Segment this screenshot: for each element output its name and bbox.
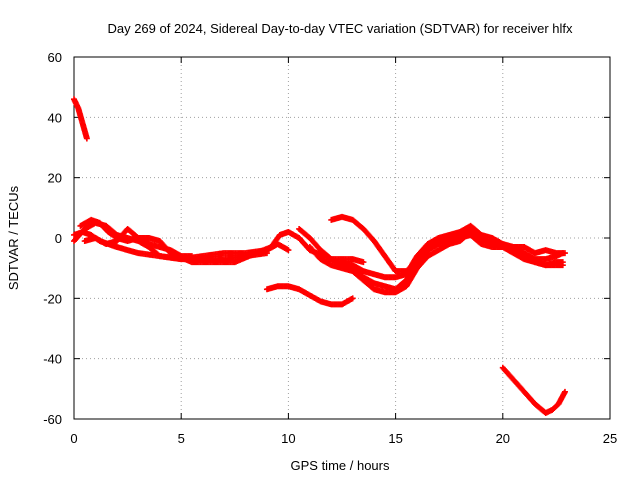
y-tick-label: 60 bbox=[48, 50, 62, 65]
series-arc-5 bbox=[81, 225, 195, 260]
x-tick-label: 15 bbox=[388, 431, 402, 446]
axis-ticks: 0 5 10 15 20 25 -60 -40 -20 0 20 40 60 bbox=[43, 50, 617, 446]
x-axis-label: GPS time / hours bbox=[291, 458, 390, 473]
y-tick-label: 0 bbox=[55, 231, 62, 246]
data-point bbox=[188, 253, 195, 260]
x-tick-label: 0 bbox=[70, 431, 77, 446]
data-points bbox=[71, 96, 568, 416]
data-point bbox=[360, 259, 367, 266]
y-axis-label: SDTVAR / TECUs bbox=[6, 185, 21, 290]
chart-title: Day 269 of 2024, Sidereal Day-to-day VTE… bbox=[107, 21, 573, 36]
data-point bbox=[561, 250, 568, 257]
x-tick-label: 5 bbox=[178, 431, 185, 446]
series-arc-11 bbox=[499, 364, 568, 416]
grid bbox=[74, 57, 610, 419]
x-tick-label: 10 bbox=[281, 431, 295, 446]
y-tick-label: -40 bbox=[43, 352, 62, 367]
y-tick-label: 40 bbox=[48, 110, 62, 125]
y-tick-label: -60 bbox=[43, 412, 62, 427]
y-tick-label: -20 bbox=[43, 291, 62, 306]
series-arc-10 bbox=[339, 222, 568, 281]
data-point bbox=[83, 135, 90, 142]
data-point bbox=[285, 247, 292, 254]
data-point bbox=[559, 259, 566, 266]
x-tick-label: 25 bbox=[603, 431, 617, 446]
data-point bbox=[561, 388, 568, 395]
series-arc-1 bbox=[71, 96, 90, 142]
y-tick-label: 20 bbox=[48, 171, 62, 186]
data-point bbox=[349, 295, 356, 302]
series-arc-6 bbox=[263, 283, 356, 308]
x-tick-label: 20 bbox=[496, 431, 510, 446]
